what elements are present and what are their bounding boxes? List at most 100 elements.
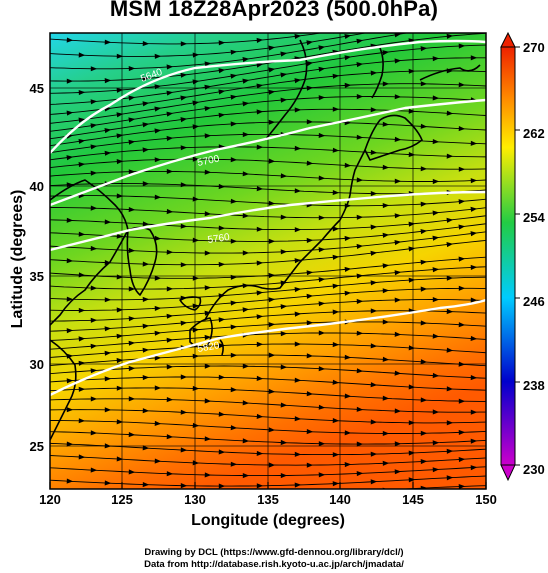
streamline-arrowhead — [408, 277, 416, 283]
streamline-arrowhead — [66, 378, 74, 384]
y-axis-labels: 25 30 35 40 45 — [30, 81, 44, 454]
streamline-arrowhead — [116, 333, 124, 339]
streamline-arrowhead — [280, 402, 288, 408]
streamline-arrowhead — [218, 89, 226, 95]
streamline-arrowhead — [356, 214, 364, 220]
streamline — [50, 256, 486, 279]
streamline-arrowhead — [78, 307, 86, 313]
streamline-arrowhead — [470, 297, 478, 303]
streamline-arrowhead — [66, 78, 74, 84]
streamline-arrowhead — [344, 55, 352, 61]
colorbar-tick-246: 246 — [523, 294, 545, 309]
streamline-arrowhead — [256, 314, 264, 320]
streamline-arrowhead — [332, 342, 340, 348]
streamline-arrowhead — [90, 245, 98, 251]
streamline-arrowhead — [280, 173, 288, 179]
streamline-arrowhead — [268, 272, 276, 279]
streamline-arrowhead — [344, 34, 352, 39]
streamline-arrowhead — [420, 201, 428, 207]
streamline-arrowhead — [204, 285, 212, 291]
streamline-arrowhead — [78, 162, 86, 168]
streamline-arrowhead — [204, 84, 212, 90]
credit-line-drawing: Drawing by DCL (https://www.gfd-dennou.o… — [144, 547, 404, 558]
streamline-arrowhead — [382, 430, 390, 436]
streamline — [50, 158, 486, 170]
streamline-arrowhead — [242, 400, 250, 406]
streamline-arrowhead — [433, 27, 440, 32]
streamline-arrowhead — [432, 210, 440, 216]
streamline — [50, 409, 486, 424]
streamline-arrowhead — [256, 483, 264, 489]
streamline-arrowhead — [66, 217, 74, 223]
streamline-arrowhead — [471, 22, 478, 27]
streamline-arrowhead — [318, 441, 326, 447]
streamline-arrowhead — [294, 107, 302, 113]
streamline-arrowhead — [408, 345, 416, 351]
streamline-arrowhead — [420, 359, 428, 365]
streamline-arrowhead — [332, 452, 340, 458]
streamline-arrowhead — [116, 385, 124, 391]
streamline-arrowhead — [154, 330, 162, 336]
streamline-arrowhead — [218, 374, 226, 380]
streamline-arrowhead — [306, 61, 314, 67]
streamline-arrowhead — [180, 374, 188, 380]
streamline-arrowhead — [166, 397, 174, 403]
streamline-arrowhead — [332, 73, 340, 79]
streamline-arrowhead — [382, 356, 390, 362]
streamline-arrowhead — [280, 51, 288, 57]
streamline-arrowhead — [470, 409, 478, 415]
streamline-arrowhead — [78, 272, 86, 278]
streamline-arrowhead — [218, 483, 226, 489]
x-tick-150: 150 — [475, 492, 497, 507]
streamline-arrowhead — [230, 352, 238, 358]
streamline-arrowhead — [446, 217, 454, 223]
streamline-arrowhead — [90, 170, 98, 176]
streamline-arrowhead — [128, 469, 136, 475]
streamline-arrowhead — [344, 266, 352, 272]
streamline-arrowhead — [408, 420, 416, 426]
streamline-arrowhead — [166, 168, 174, 174]
streamline-arrowhead — [432, 235, 440, 241]
streamline-arrowhead — [318, 45, 326, 51]
streamline-arrowhead — [192, 237, 200, 243]
streamline-arrowhead — [116, 193, 124, 199]
streamline-arrowhead — [294, 482, 302, 488]
streamline-arrowhead — [306, 353, 314, 359]
streamline-arrowhead — [78, 418, 86, 424]
streamline-arrowhead — [166, 313, 174, 319]
streamline-arrowhead — [104, 260, 112, 266]
streamline-arrowhead — [154, 305, 162, 311]
streamline-arrowhead — [446, 110, 454, 116]
streamline-arrowhead — [142, 221, 150, 227]
streamline — [50, 442, 486, 456]
streamline-arrowhead — [356, 94, 364, 100]
streamline — [50, 57, 486, 105]
y-tick-25: 25 — [30, 439, 44, 454]
streamline-arrowhead — [318, 175, 326, 181]
streamline-arrowhead — [230, 157, 238, 163]
streamline-arrowhead — [382, 164, 390, 170]
streamline-arrowhead — [356, 134, 364, 140]
streamline-arrowhead — [408, 16, 415, 21]
streamline-arrowhead — [166, 111, 174, 117]
colorbar-tick-270: 270 — [523, 40, 545, 55]
streamline-arrowhead — [382, 203, 390, 209]
streamline-arrowhead — [90, 430, 98, 436]
streamline-arrowhead — [256, 290, 264, 296]
streamline-arrowhead — [458, 322, 466, 328]
streamline-arrowhead — [370, 343, 378, 349]
streamline-arrowhead — [180, 95, 188, 101]
streamline-arrowhead — [166, 286, 174, 292]
streamline-arrowhead — [432, 56, 440, 62]
streamline-arrowhead — [268, 158, 276, 164]
streamline-arrowhead — [128, 139, 136, 145]
streamline — [50, 70, 486, 115]
streamline-arrowhead — [204, 436, 212, 442]
streamline-arrowhead — [470, 206, 478, 212]
streamline-arrowhead — [116, 133, 124, 139]
streamline-arrowhead — [128, 396, 136, 402]
streamline-arrowhead — [382, 395, 390, 401]
streamline-arrowhead — [166, 337, 174, 343]
streamline-arrowhead — [242, 363, 250, 369]
streamline-arrowhead — [142, 375, 150, 381]
